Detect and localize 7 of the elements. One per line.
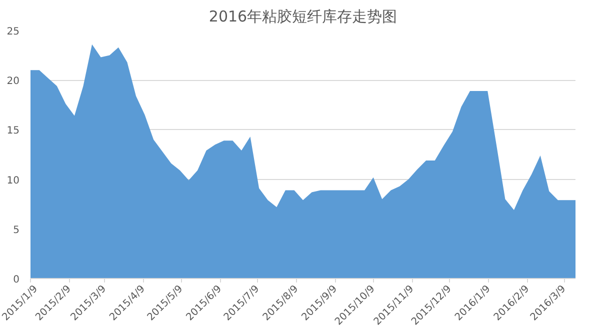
chart-title: 2016年粘胶短纤库存走势图 — [208, 8, 398, 26]
y-tick-label: 25 — [6, 26, 20, 38]
y-tick-label: 15 — [6, 126, 20, 137]
y-tick-label: 5 — [13, 224, 20, 236]
y-tick-label: 0 — [13, 274, 20, 286]
y-tick-label: 20 — [6, 76, 20, 88]
y-tick-label: 10 — [6, 175, 20, 186]
